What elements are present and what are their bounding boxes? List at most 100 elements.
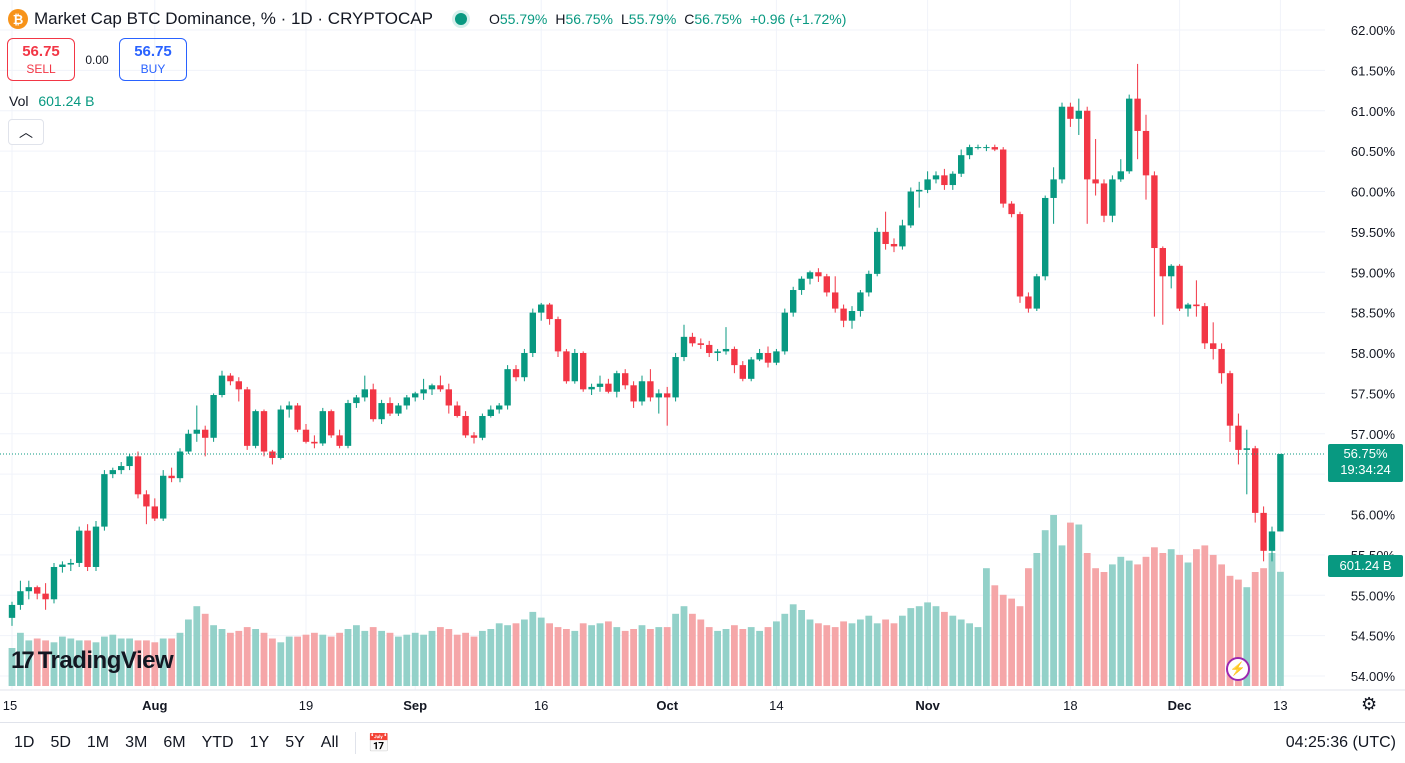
volume-price-tag: 601.24 B xyxy=(1328,555,1403,577)
volume-bar xyxy=(739,629,747,686)
candle-body xyxy=(638,381,646,402)
gear-icon[interactable]: ⚙ xyxy=(1361,694,1378,714)
volume-bar xyxy=(764,627,772,686)
flash-icon[interactable]: ⚡ xyxy=(1226,657,1250,681)
timeframe-5d-button[interactable]: 5D xyxy=(50,734,71,751)
volume-bar xyxy=(378,630,385,686)
timeframe-3m-button[interactable]: 3M xyxy=(125,734,148,751)
time-tick-label: 14 xyxy=(769,698,783,713)
candle-body xyxy=(353,397,360,404)
candle-body xyxy=(1176,265,1183,309)
volume-bar xyxy=(915,606,923,686)
price-axis[interactable]: 62.00% 61.50% 61.00% 60.50% 60.00% 59.50% 59.0… xyxy=(1351,23,1396,684)
volume-bar xyxy=(848,623,856,686)
timeframe-ytd-button[interactable]: YTD xyxy=(201,734,234,751)
sell-price: 56.75 xyxy=(22,43,60,60)
volume-bar xyxy=(806,619,814,686)
sell-label: SELL xyxy=(26,62,56,76)
volume-bar xyxy=(672,613,679,686)
timeframe-1d-button[interactable]: 1D xyxy=(14,734,35,751)
candle-body xyxy=(8,604,16,618)
candle-body xyxy=(1151,175,1158,249)
volume-bar xyxy=(941,611,948,686)
volume-bar xyxy=(521,619,528,686)
timeframe-1m-button[interactable]: 1M xyxy=(86,734,110,751)
bitcoin-icon: ₿ xyxy=(8,9,28,29)
volume-bar xyxy=(17,632,24,686)
date-range-icon[interactable]: 📅 xyxy=(367,732,390,753)
volume-bar xyxy=(344,629,352,686)
volume-bar xyxy=(823,625,831,686)
candle-body xyxy=(412,393,419,398)
candle-body xyxy=(218,375,226,395)
volume-bar xyxy=(605,621,612,686)
volume-bar xyxy=(974,627,982,686)
candle-body xyxy=(1000,149,1007,204)
candle-body xyxy=(907,191,914,226)
market-status-icon[interactable] xyxy=(455,13,467,25)
timeframe-all-button[interactable]: All xyxy=(320,734,339,751)
price-tick-label: 62.00% xyxy=(1351,23,1396,38)
volume-bar xyxy=(1008,598,1015,686)
symbol-title[interactable]: Market Cap BTC Dominance, % · 1D · CRYPT… xyxy=(34,9,433,28)
volume-bar xyxy=(1159,553,1167,686)
volume-bar xyxy=(218,629,226,686)
candle-body xyxy=(1201,306,1208,344)
candle-body xyxy=(1235,425,1242,450)
volume-bar xyxy=(134,640,142,686)
volume-bar xyxy=(563,629,570,686)
candle-body xyxy=(840,308,847,321)
time-tick-label: 19 xyxy=(299,698,313,713)
candle-body xyxy=(664,393,671,398)
volume-bar xyxy=(8,648,16,686)
tradingview-logo[interactable]: 17 TradingView xyxy=(11,647,174,675)
volume-bar xyxy=(613,627,621,686)
volume-bar xyxy=(176,632,184,686)
time-tick-label: Dec xyxy=(1168,698,1192,713)
volume-bar xyxy=(1151,547,1158,686)
volume-bar xyxy=(1109,564,1116,686)
price-tick-label: 57.50% xyxy=(1351,386,1396,401)
volume-bar xyxy=(663,627,671,686)
candle-body xyxy=(42,593,49,600)
candle-body xyxy=(269,451,276,458)
candle-body xyxy=(781,312,788,352)
buy-button[interactable]: 56.75 BUY xyxy=(119,38,187,81)
volume-bar xyxy=(949,615,957,686)
volume-bars xyxy=(8,515,1284,686)
candle-body xyxy=(210,394,217,438)
volume-bar xyxy=(815,623,822,686)
ohlc-item: H56.75% xyxy=(555,11,613,27)
utc-clock[interactable]: 04:25:36 (UTC) xyxy=(1285,734,1396,751)
candle-body xyxy=(1159,248,1166,277)
volume-bar xyxy=(1025,568,1032,686)
sell-button[interactable]: 56.75 SELL xyxy=(7,38,75,81)
candle-body xyxy=(1268,531,1276,551)
volume-bar xyxy=(857,619,864,686)
candle-body xyxy=(563,351,570,382)
last-price-value: 56.75% xyxy=(1343,446,1388,461)
volume-bar xyxy=(529,611,537,686)
time-tick-label: 15 xyxy=(3,698,17,713)
volume-bar xyxy=(655,627,663,686)
volume-bar xyxy=(269,638,276,686)
time-tick-label: Sep xyxy=(403,698,427,713)
candlestick-chart[interactable]: 62.00% 61.50% 61.00% 60.50% 60.00% 59.50% 59.0… xyxy=(0,0,1405,722)
grid-lines xyxy=(0,0,1405,691)
candle-body xyxy=(815,272,822,277)
volume-bar xyxy=(1218,564,1225,686)
volume-bar xyxy=(369,627,377,686)
timeframe-6m-button[interactable]: 6M xyxy=(163,734,186,751)
volume-bar xyxy=(1058,545,1066,686)
candle-body xyxy=(1092,179,1099,184)
volume-bar xyxy=(25,640,33,686)
timeframe-1y-button[interactable]: 1Y xyxy=(249,734,270,751)
time-axis[interactable]: 15 Aug 19 Sep 16 Oct 14 Nov 18 Dec 13 xyxy=(3,698,1288,713)
volume-bar xyxy=(957,619,965,686)
collapse-legend-button[interactable]: ︿ xyxy=(8,119,44,145)
timeframe-5y-button[interactable]: 5Y xyxy=(285,734,305,751)
candle-body xyxy=(521,353,528,378)
volume-bar xyxy=(92,642,100,686)
volume-legend[interactable]: Vol 601.24 B xyxy=(9,93,94,109)
volume-bar xyxy=(109,634,117,686)
